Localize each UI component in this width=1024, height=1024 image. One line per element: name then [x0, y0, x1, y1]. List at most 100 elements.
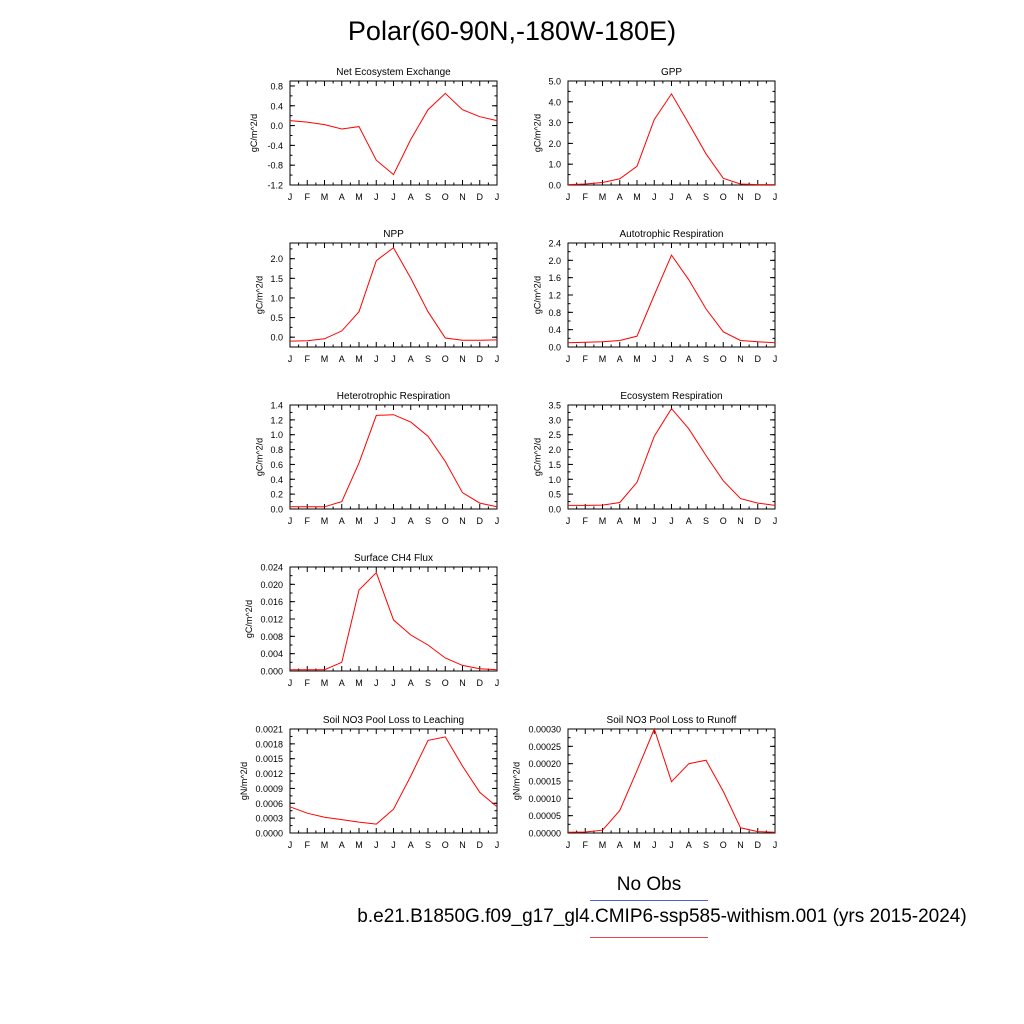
x-tick-label: A — [617, 516, 623, 526]
x-tick-label: M — [355, 192, 363, 202]
y-tick-label: 0.004 — [260, 649, 283, 659]
series-line — [567, 254, 776, 344]
y-tick-label: 0.00015 — [528, 777, 561, 787]
legend-obs-label: No Obs — [616, 874, 682, 895]
x-tick-label: M — [599, 192, 607, 202]
x-tick-label: A — [617, 192, 623, 202]
x-tick-label: S — [703, 192, 709, 202]
x-tick-label: J — [773, 840, 778, 850]
y-tick-label: 0.4 — [270, 475, 283, 485]
x-tick-label: F — [583, 840, 589, 850]
x-tick-label: F — [305, 192, 311, 202]
series-line — [567, 727, 776, 833]
y-tick-label: 3.5 — [548, 401, 561, 411]
panel-title: Soil NO3 Pool Loss to Leaching — [323, 715, 464, 726]
x-tick-label: D — [477, 192, 484, 202]
x-tick-label: S — [425, 840, 431, 850]
y-tick-label: 0.00010 — [528, 794, 561, 804]
x-tick-label: O — [442, 678, 449, 688]
x-tick-label: M — [321, 354, 329, 364]
panel-title: NPP — [383, 229, 404, 240]
y-axis-label: gN/m^2/d — [512, 762, 522, 800]
y-tick-label: 0.00025 — [528, 742, 561, 752]
x-tick-label: D — [477, 354, 484, 364]
y-tick-label: 0.008 — [260, 632, 283, 642]
y-tick-label: 1.5 — [548, 460, 561, 470]
y-tick-label: 0.020 — [260, 580, 283, 590]
y-tick-label: 0.0 — [548, 181, 561, 191]
x-tick-label: A — [686, 354, 692, 364]
x-tick-label: J — [669, 516, 674, 526]
x-tick-label: A — [408, 678, 414, 688]
x-tick-label: S — [425, 354, 431, 364]
x-tick-label: J — [669, 354, 674, 364]
x-tick-label: J — [391, 192, 396, 202]
x-tick-label: J — [566, 192, 571, 202]
x-tick-label: M — [321, 840, 329, 850]
x-tick-label: D — [755, 354, 762, 364]
x-tick-label: F — [305, 516, 311, 526]
x-tick-label: N — [459, 516, 466, 526]
plot-frame — [289, 242, 498, 348]
legend-case-label: b.e21.B1850G.f09_g17_gl4.CMIP6-ssp585-wi… — [357, 906, 967, 927]
x-tick-label: F — [305, 840, 311, 850]
page-title: Polar(60-90N,-180W-180E) — [347, 16, 677, 46]
x-tick-label: J — [374, 516, 379, 526]
series-line — [289, 246, 498, 342]
x-tick-label: M — [599, 516, 607, 526]
x-tick-label: J — [374, 354, 379, 364]
x-tick-label: S — [703, 516, 709, 526]
y-tick-label: 0.012 — [260, 615, 283, 625]
plot-frame — [567, 242, 776, 348]
plot-frame — [289, 404, 498, 510]
series-line — [289, 92, 498, 176]
x-tick-label: J — [495, 840, 500, 850]
x-tick-label: J — [566, 840, 571, 850]
x-tick-label: M — [321, 516, 329, 526]
x-tick-label: O — [720, 516, 727, 526]
x-tick-label: M — [599, 354, 607, 364]
x-tick-label: D — [477, 516, 484, 526]
y-axis-label: gC/m^2/d — [254, 438, 264, 476]
x-tick-label: A — [408, 840, 414, 850]
y-tick-label: 1.5 — [270, 274, 283, 284]
x-tick-label: J — [374, 840, 379, 850]
x-tick-label: J — [288, 192, 293, 202]
x-tick-label: D — [755, 192, 762, 202]
panel-title: GPP — [661, 67, 682, 78]
x-tick-label: J — [495, 192, 500, 202]
x-tick-label: S — [425, 192, 431, 202]
y-tick-label: 3.0 — [548, 118, 561, 128]
x-tick-label: N — [737, 354, 744, 364]
y-tick-label: 0.0000 — [255, 829, 283, 839]
legend-case-line — [590, 937, 708, 938]
y-tick-label: 2.0 — [548, 256, 561, 266]
x-tick-label: A — [339, 840, 345, 850]
y-tick-label: 0.0 — [270, 333, 283, 343]
x-tick-label: D — [477, 840, 484, 850]
series-line — [568, 407, 776, 506]
x-tick-label: N — [459, 354, 466, 364]
x-tick-label: F — [305, 678, 311, 688]
x-tick-label: A — [617, 840, 623, 850]
x-tick-label: F — [305, 354, 311, 364]
y-tick-label: 0.00005 — [528, 811, 561, 821]
y-tick-label: 0.0021 — [255, 725, 283, 735]
x-tick-label: J — [652, 516, 657, 526]
plot-frame — [289, 728, 498, 834]
x-tick-label: N — [737, 840, 744, 850]
x-tick-label: F — [583, 192, 589, 202]
x-tick-label: J — [652, 840, 657, 850]
x-tick-label: M — [355, 516, 363, 526]
plot-frame — [289, 80, 498, 186]
x-tick-label: J — [495, 678, 500, 688]
y-tick-label: 0.00000 — [528, 829, 561, 839]
x-tick-label: J — [652, 192, 657, 202]
x-tick-label: S — [425, 678, 431, 688]
x-tick-label: M — [633, 192, 641, 202]
